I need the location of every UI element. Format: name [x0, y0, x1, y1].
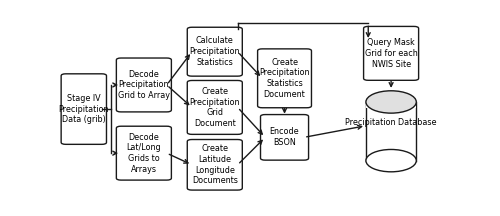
Ellipse shape: [366, 149, 416, 172]
Text: Decode
Precipitation
Grid to Array: Decode Precipitation Grid to Array: [118, 70, 170, 100]
FancyBboxPatch shape: [188, 81, 242, 134]
FancyBboxPatch shape: [61, 74, 106, 144]
Ellipse shape: [366, 91, 416, 113]
FancyBboxPatch shape: [116, 126, 172, 180]
Text: Calculate
Precipitation
Statistics: Calculate Precipitation Statistics: [190, 37, 240, 67]
FancyBboxPatch shape: [364, 26, 418, 80]
Bar: [366, 102, 416, 161]
FancyBboxPatch shape: [188, 27, 242, 76]
Text: Query Mask
Grid for each
NWIS Site: Query Mask Grid for each NWIS Site: [364, 38, 418, 69]
Bar: [366, 96, 416, 108]
Text: Stage IV
Precipitation
Data (grib): Stage IV Precipitation Data (grib): [58, 94, 109, 124]
FancyBboxPatch shape: [258, 49, 312, 108]
Text: Precipitation Database: Precipitation Database: [346, 118, 437, 127]
Text: Create
Precipitation
Statistics
Document: Create Precipitation Statistics Document: [260, 58, 310, 99]
Text: Decode
Lat/Long
Grids to
Arrays: Decode Lat/Long Grids to Arrays: [126, 133, 161, 174]
FancyBboxPatch shape: [260, 114, 308, 160]
FancyBboxPatch shape: [188, 140, 242, 190]
Text: Create
Latitude
Longitude
Documents: Create Latitude Longitude Documents: [192, 144, 238, 185]
Text: Encode
BSON: Encode BSON: [270, 127, 300, 147]
Text: Create
Precipitation
Grid
Document: Create Precipitation Grid Document: [190, 87, 240, 128]
FancyBboxPatch shape: [116, 58, 172, 112]
